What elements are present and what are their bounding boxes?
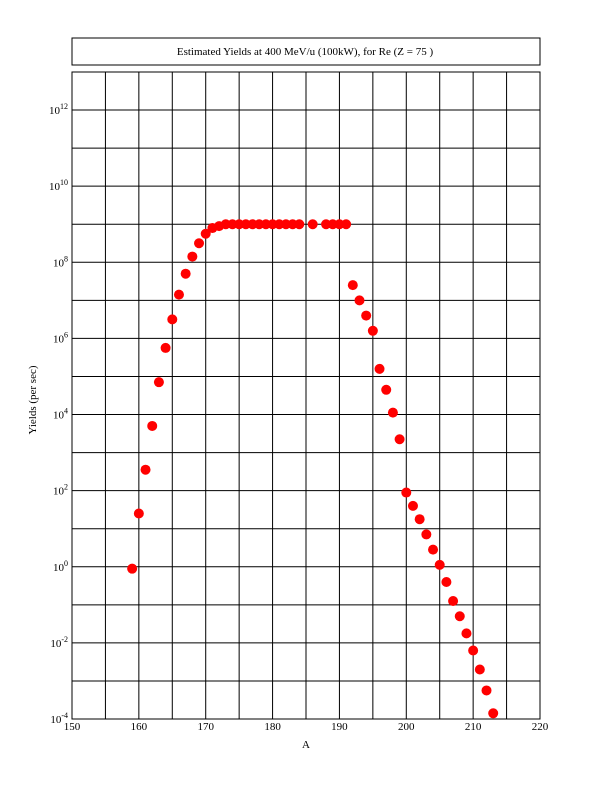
data-point xyxy=(167,314,178,325)
data-point xyxy=(153,377,164,388)
data-point xyxy=(448,596,459,607)
data-point xyxy=(414,514,425,525)
y-tick-label: 1012 xyxy=(49,102,68,117)
x-tick-label: 180 xyxy=(264,721,281,733)
y-tick-label: 104 xyxy=(53,407,68,422)
data-point xyxy=(187,251,198,262)
data-points xyxy=(127,219,499,719)
data-point xyxy=(441,576,452,587)
data-point xyxy=(387,407,398,418)
data-point xyxy=(488,708,499,719)
y-tick-label: 1010 xyxy=(49,178,68,193)
data-point xyxy=(381,384,392,395)
data-point xyxy=(200,228,211,239)
data-point xyxy=(127,563,138,574)
x-tick-label: 220 xyxy=(532,721,549,733)
y-tick-label: 102 xyxy=(53,483,68,498)
y-tick-label: 106 xyxy=(53,330,68,345)
data-point xyxy=(461,628,472,639)
plot-frame xyxy=(71,71,541,720)
data-point xyxy=(428,544,439,555)
x-tick-label: 160 xyxy=(131,721,148,733)
x-tick-label: 210 xyxy=(465,721,482,733)
chart-title: Estimated Yields at 400 MeV/u (100kW), f… xyxy=(177,46,434,58)
x-axis-ticks: 150 160 170 180 190 200 210 220 xyxy=(64,721,549,733)
data-point xyxy=(481,685,492,696)
data-point xyxy=(474,664,485,675)
data-point xyxy=(341,219,352,230)
title-box xyxy=(71,37,541,66)
data-point xyxy=(347,280,358,291)
data-point xyxy=(468,645,479,656)
data-point xyxy=(454,611,465,622)
data-point xyxy=(294,219,305,230)
data-point xyxy=(407,500,418,511)
data-point xyxy=(140,464,151,475)
data-point xyxy=(160,342,171,353)
data-point xyxy=(354,295,365,306)
x-tick-label: 150 xyxy=(64,721,81,733)
data-point xyxy=(401,487,412,498)
data-point xyxy=(434,559,445,570)
data-point xyxy=(133,508,144,519)
y-tick-label: 108 xyxy=(53,254,68,269)
data-point xyxy=(147,420,158,431)
y-tick-label: 10-2 xyxy=(50,635,68,650)
data-point xyxy=(421,529,432,540)
x-tick-label: 170 xyxy=(197,721,214,733)
y-axis-label: Yields (per sec) xyxy=(27,365,39,434)
data-point xyxy=(367,325,378,336)
data-point xyxy=(361,310,372,321)
y-axis-ticks: 10-4 10-2 100 102 104 106 108 1010 1012 xyxy=(49,102,68,726)
x-axis-label: A xyxy=(302,739,310,751)
y-tick-label: 10-4 xyxy=(50,711,68,726)
grid-lines xyxy=(72,72,540,719)
data-point xyxy=(180,268,191,279)
y-tick-label: 100 xyxy=(53,559,68,574)
data-point xyxy=(173,289,184,300)
data-point xyxy=(374,363,385,374)
data-point xyxy=(194,238,205,249)
data-point xyxy=(307,219,318,230)
data-point xyxy=(394,434,405,445)
x-tick-label: 190 xyxy=(331,721,348,733)
x-tick-label: 200 xyxy=(398,721,415,733)
